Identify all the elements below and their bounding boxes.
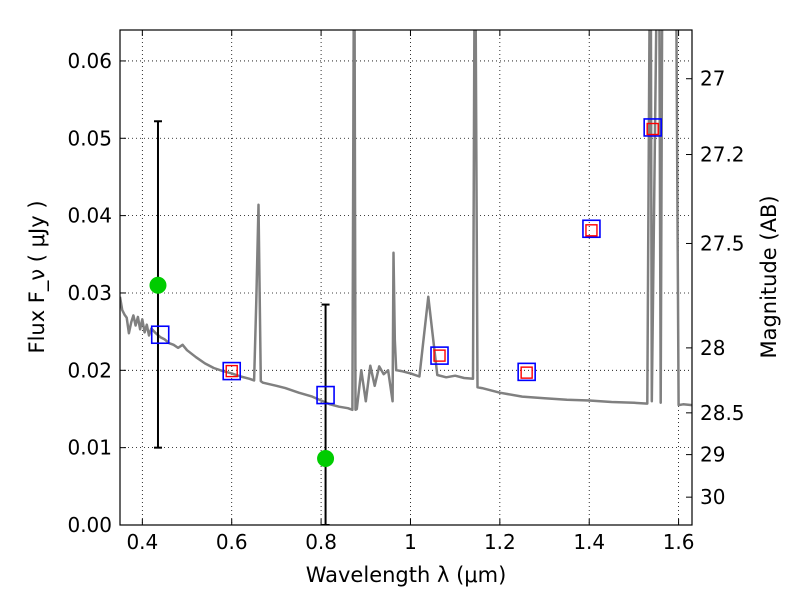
observed-flux-point	[149, 276, 167, 294]
x-tick-label: 0.6	[216, 530, 248, 554]
model-photometry-point	[316, 385, 335, 405]
axis-ticks: 0.4 0.6 0.8 1 1.2 1.4 1.6 0.00 0.01 0.02 0.03 0.04 0…	[67, 30, 745, 554]
y-tick-label: 0.04	[67, 204, 112, 228]
y-tick-label: 0.02	[67, 358, 112, 382]
magnitude-tick-label: 28.5	[700, 401, 745, 425]
magnitude-tick-label: 28	[700, 336, 725, 360]
model-photometry-point	[582, 219, 601, 239]
fit-photometry-point	[520, 366, 533, 379]
magnitude-tick-label: 30	[700, 485, 725, 509]
fit-photometry-point	[225, 364, 238, 378]
fit-photometry-point	[646, 122, 659, 136]
y-axis-label: Flux F_ν ( μJy )	[25, 200, 50, 353]
right-axis-label: Magnitude (AB)	[757, 195, 781, 358]
model-photometry-point	[430, 346, 449, 365]
observed-flux-point	[317, 449, 335, 467]
y-tick-label: 0.01	[67, 436, 112, 460]
x-tick-label: 1	[404, 530, 417, 554]
x-tick-label: 1.6	[663, 530, 695, 554]
model-photometry-point	[222, 361, 242, 381]
magnitude-tick-label: 27.2	[700, 143, 745, 167]
model-photometry-point	[517, 362, 536, 382]
x-tick-label: 1.4	[573, 530, 605, 554]
x-tick-label: 0.8	[305, 530, 337, 554]
x-tick-label: 1.2	[484, 530, 516, 554]
model-photometry-point	[150, 325, 170, 345]
x-axis-label: Wavelength λ (μm)	[306, 563, 507, 587]
y-tick-label: 0.05	[67, 126, 112, 150]
fit-photometry-point	[433, 349, 446, 362]
x-tick-label: 0.4	[126, 530, 158, 554]
magnitude-tick-label: 29	[700, 443, 725, 467]
plot-data	[120, 30, 692, 525]
fit-photometry-point	[585, 224, 598, 237]
plot-frame	[119, 29, 693, 526]
y-tick-label: 0.03	[67, 281, 112, 305]
y-tick-label: 0.00	[67, 513, 112, 537]
grid-lines	[120, 30, 692, 526]
magnitude-tick-label: 27.5	[700, 231, 745, 255]
model-photometry-point	[643, 118, 662, 137]
model-spectrum-line	[120, 30, 692, 412]
magnitude-tick-label: 27	[700, 67, 725, 91]
y-tick-label: 0.06	[67, 49, 112, 73]
